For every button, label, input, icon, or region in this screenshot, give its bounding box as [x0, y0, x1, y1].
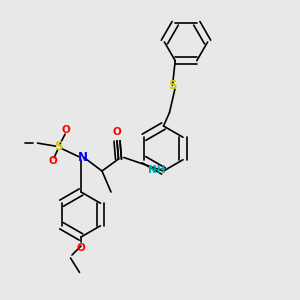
Text: NH: NH	[148, 165, 166, 176]
Text: S: S	[168, 79, 177, 92]
Text: O: O	[48, 156, 57, 167]
Text: O: O	[112, 128, 122, 137]
Text: O: O	[76, 243, 85, 253]
Text: O: O	[61, 125, 70, 136]
Text: S: S	[54, 140, 63, 154]
Text: N: N	[77, 151, 88, 164]
